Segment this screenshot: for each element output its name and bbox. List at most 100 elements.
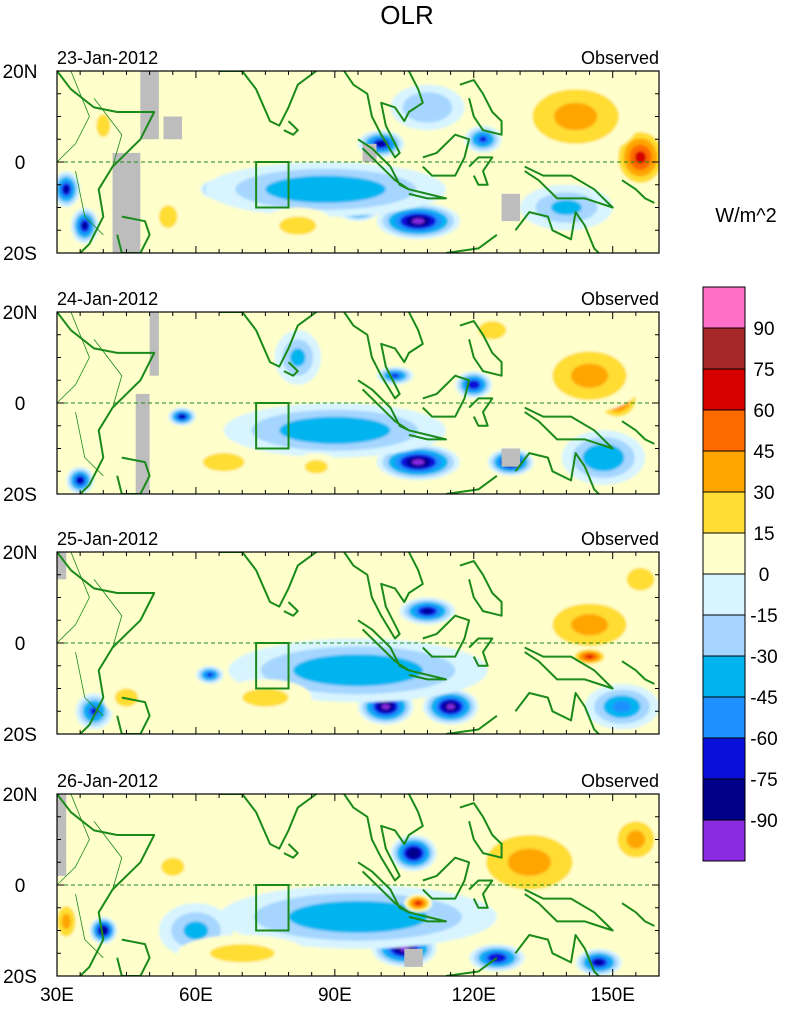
y-tick-label: 0 (15, 394, 26, 415)
colorbar-swatch (702, 614, 746, 657)
colorbar-swatch (702, 327, 746, 370)
contour-band (415, 99, 440, 115)
country-border (57, 71, 90, 163)
contour-band (626, 830, 646, 849)
panel-4: 20N 0 20S 26-Jan-2012 Observed (3, 771, 660, 988)
colorbar-swatch (702, 450, 746, 493)
anomaly-convection-9 (390, 84, 465, 131)
country-border (93, 98, 123, 167)
coastline (422, 374, 471, 418)
y-tick-label: 20N (3, 785, 38, 806)
coastlines (57, 794, 655, 976)
contour-band (61, 913, 71, 929)
anomaly-convection-2 (168, 407, 196, 426)
coastline (343, 71, 424, 159)
contour-band (554, 102, 598, 131)
coastline (422, 133, 471, 177)
olr-field (66, 312, 646, 494)
colorbar-label: -60 (750, 729, 777, 750)
y-tick-label: 20N (3, 543, 38, 564)
coastline (357, 861, 410, 914)
country-border (75, 894, 104, 959)
country-border (57, 552, 90, 644)
coastline (524, 406, 614, 450)
coastlines (57, 552, 655, 734)
anomaly-suppressed-10 (533, 339, 646, 413)
missing-data-cell (57, 552, 67, 580)
colorbar-label: -90 (750, 811, 777, 832)
coastline (468, 397, 494, 427)
y-tick-label: 20S (3, 725, 37, 746)
anomaly-suppressed-13 (464, 312, 521, 349)
anomaly-suppressed-8 (533, 592, 646, 657)
panel-label: Observed (581, 771, 659, 791)
anomaly-convection-0 (376, 443, 460, 481)
contour-band (63, 186, 69, 193)
panel-2: 20N 0 20S 24-Jan-2012 Observed (3, 289, 660, 506)
panel-date: 26-Jan-2012 (57, 771, 158, 791)
coastline (219, 552, 317, 608)
coastline (514, 692, 600, 734)
anomaly-convection-4 (195, 665, 224, 684)
colorbar-label: 30 (753, 483, 774, 504)
contour-band (381, 704, 390, 710)
anomaly-convection-2 (57, 171, 81, 208)
contour-band (377, 141, 386, 147)
coastline (621, 902, 655, 927)
coastline (422, 614, 471, 658)
colorbar-swatch (702, 532, 746, 575)
coastline (468, 156, 494, 186)
contour-band (634, 151, 647, 164)
colorbar-label: 90 (753, 319, 774, 340)
contour-band (593, 450, 614, 465)
contour-band (479, 136, 487, 142)
contour-band (478, 321, 507, 340)
anomaly-suppressed-10 (404, 894, 433, 913)
coastline (468, 879, 494, 909)
anomaly-suppressed-12 (293, 453, 340, 481)
coastline (343, 552, 424, 640)
colorbar-swatch (702, 286, 746, 329)
country-border (93, 339, 123, 408)
x-tick-label: 120E (452, 985, 496, 1006)
colorbar-swatch (702, 409, 746, 452)
missing-data-cell (404, 948, 423, 967)
anomaly-convection-7 (274, 330, 321, 385)
contour-band (183, 921, 209, 940)
y-tick-label: 20S (3, 244, 37, 265)
anomaly-suppressed-9 (571, 647, 609, 666)
panel-label: Observed (581, 48, 659, 68)
contour-band (585, 654, 594, 659)
missing-data-cell (135, 393, 150, 494)
missing-data-cell (163, 116, 183, 140)
colorbar-swatch (702, 737, 746, 780)
y-tick-label: 0 (15, 634, 26, 655)
y-tick-label: 0 (15, 153, 26, 174)
anomaly-convection-1 (89, 916, 118, 945)
anomaly-convection-5 (575, 948, 622, 976)
contour-band (307, 423, 363, 438)
anomaly-suppressed-13 (149, 848, 196, 885)
missing-data (57, 794, 423, 967)
anomaly-convection-6 (228, 638, 488, 703)
coastline (621, 179, 655, 204)
contour-band (470, 382, 477, 388)
coastline (514, 934, 600, 976)
missing-data-cell (140, 71, 159, 140)
contour-band (207, 673, 213, 677)
coastline (408, 911, 447, 923)
contour-band (242, 688, 289, 707)
coastline (283, 120, 299, 136)
panels: 20N 0 20S 23-Jan-2012 Observed 20N 0 20S 24-Jan-… (3, 48, 660, 1006)
colorbar-swatch (702, 573, 746, 616)
contour-band (446, 704, 455, 710)
index-region-box (255, 402, 290, 450)
anomaly-suppressed-10 (219, 679, 312, 716)
contour-band (415, 901, 421, 906)
anomaly-convection-5 (464, 125, 502, 153)
colorbar-label: 0 (759, 565, 770, 586)
coastline (445, 474, 498, 494)
olr-field (57, 75, 659, 244)
coastline (283, 601, 299, 617)
coastline (116, 215, 151, 253)
